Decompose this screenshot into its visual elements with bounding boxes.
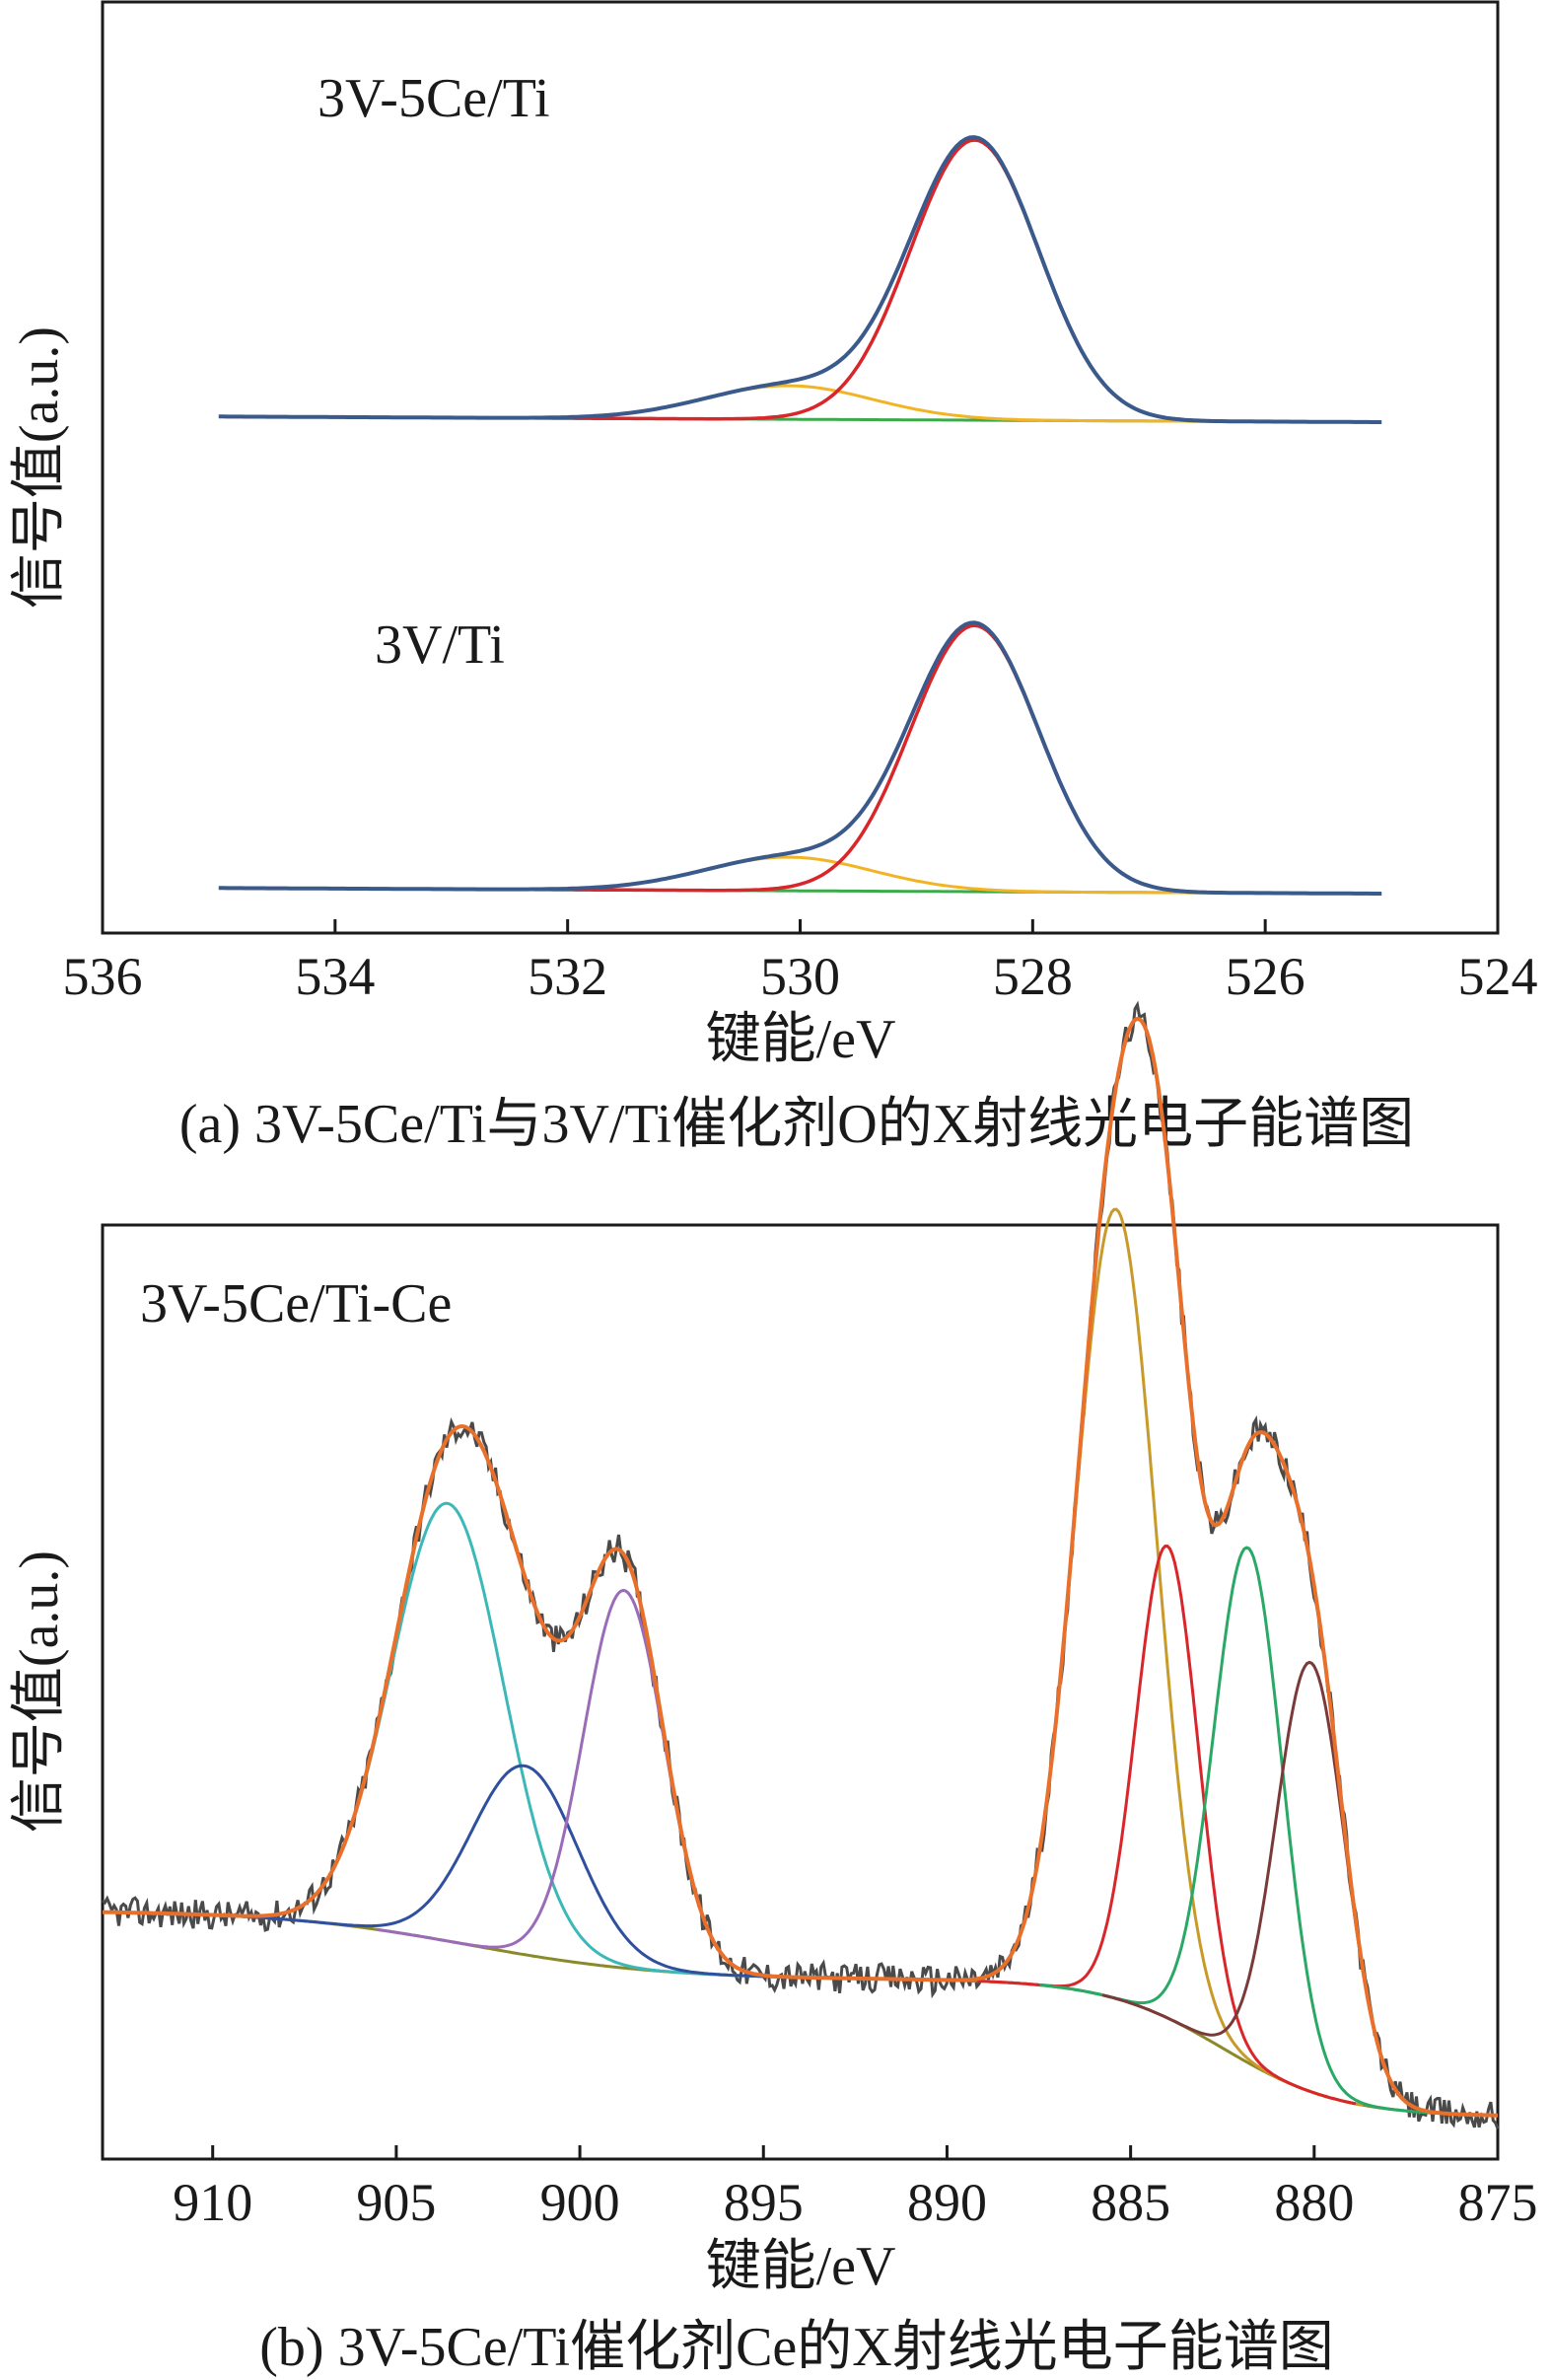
panel-b-y-axis-label: 信号值(a.u.) (9, 1551, 70, 1833)
panel-b-tick-label: 900 (540, 2173, 620, 2232)
panel-b-component-peak-5 (976, 1544, 1357, 2106)
panel-b-tick-label: 880 (1274, 2173, 1354, 2232)
panel-b-fit-envelope (103, 1016, 1498, 2118)
panel-b-component-peak-4 (870, 1207, 1364, 2107)
panel-b-caption: (b) 3V-5Ce/Ti催化剂Ce的X射线光电子能谱图 (259, 2317, 1333, 2378)
panel-b-component-peak-7 (1101, 1660, 1498, 2118)
panel-b-curves (102, 1000, 1500, 2129)
panel-a-annotation-2: 3V/Ti (375, 614, 505, 676)
panel-a-envelope (218, 620, 1382, 896)
panel-a-tick-label: 528 (993, 947, 1073, 1006)
panel-a-frame (101, 0, 1500, 935)
panel-a-x-axis-label: 键能/eV (706, 1009, 896, 1070)
panel-b-component-peak-6 (1039, 1546, 1456, 2116)
panel-b-tick-label: 895 (724, 2173, 804, 2232)
panel-b-tick-label: 890 (907, 2173, 987, 2232)
panel-b-tick-label: 905 (356, 2173, 436, 2232)
panel-b-x-axis-label: 键能/eV (706, 2236, 896, 2297)
panel-b-component-peak-3 (377, 1588, 871, 1981)
panel-a-annotation-1: 3V-5Ce/Ti (317, 68, 550, 129)
panel-b-annotation: 3V-5Ce/Ti-Ce (140, 1273, 452, 1334)
panel-b-x-ticks: 910 905 900 895 890 885 880 875 (173, 2145, 1538, 2232)
panel-a-x-ticks: 536 534 532 530 528 526 524 (63, 919, 1538, 1006)
panel-b-background-line (103, 1911, 1498, 2118)
panel-a-tick-label: 536 (63, 947, 143, 1006)
panel-b-tick-label: 910 (173, 2173, 252, 2232)
panel-b-tick-label: 885 (1091, 2173, 1170, 2232)
panel-b-component-peak-2 (202, 1764, 850, 1981)
panel-a-tick-label: 530 (760, 947, 840, 1006)
panel-a-tick-label: 524 (1458, 947, 1538, 1006)
panel-b-component-peak-1 (105, 1501, 792, 1980)
panel-a-tick-label: 532 (528, 947, 607, 1006)
panel-a-y-axis-label: 信号值(a.u.) (9, 326, 70, 609)
panel-a-curves (218, 135, 1382, 896)
panel-a-caption: (a) 3V-5Ce/Ti与3V/Ti催化剂O的X射线光电子能谱图 (179, 1094, 1414, 1155)
panel-b-raw-spectrum (102, 1000, 1500, 2129)
panel-b-tick-label: 875 (1458, 2173, 1538, 2232)
panel-a-tick-label: 526 (1226, 947, 1305, 1006)
panel-a-envelope (218, 135, 1382, 424)
panel-a-tick-label: 534 (295, 947, 375, 1006)
panel-b-frame (101, 1223, 1500, 2161)
